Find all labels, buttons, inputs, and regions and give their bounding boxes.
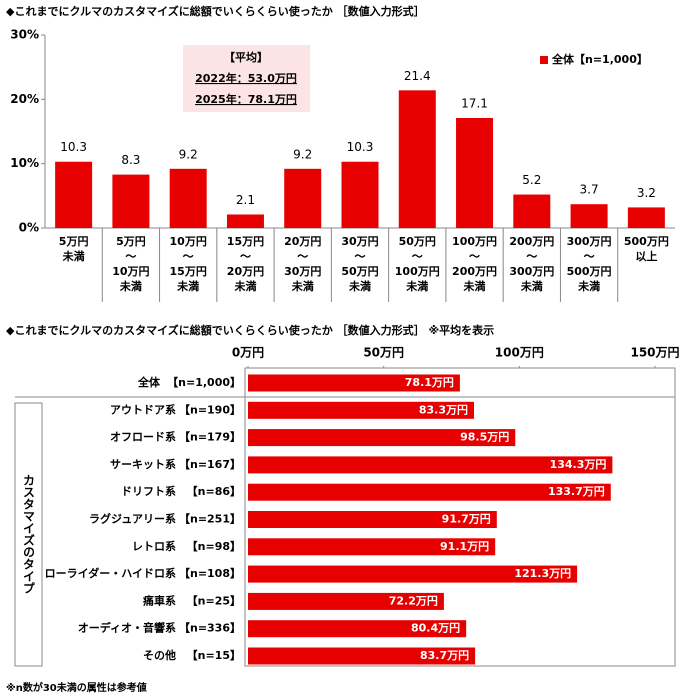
bar (169, 168, 207, 228)
value-label: 91.7万円 (442, 513, 491, 526)
x-tick-label: 5万円未満 (59, 235, 89, 263)
category-label: オフロード系 (110, 430, 176, 444)
value-label: 78.1万円 (405, 376, 454, 389)
y-tick-label: 20% (10, 92, 39, 106)
value-label: 133.7万円 (548, 485, 605, 498)
n-label: 【n=251】 (179, 513, 241, 526)
bar (248, 538, 496, 556)
value-label: 9.2 (179, 147, 198, 161)
n-label: 【n=25】 (187, 594, 241, 607)
x-tick-label: 150万円 (630, 346, 679, 360)
x-tick-label: 0万円 (232, 346, 264, 360)
value-label: 8.3 (121, 153, 140, 167)
bar (55, 161, 93, 228)
group-label: カスタマイズのタイプ (22, 474, 36, 594)
legend-swatch (540, 56, 548, 64)
x-tick-label: 20万円～ 30万円未満 (284, 235, 321, 293)
y-tick-label: 10% (10, 156, 39, 170)
n-label: 【n=190】 (179, 403, 241, 416)
n-label: 【n=179】 (179, 431, 241, 444)
value-label: 83.3万円 (419, 403, 468, 416)
bar (284, 168, 322, 228)
category-label: オーディオ・音響系 (78, 621, 176, 635)
category-label: サーキット系 (110, 457, 176, 471)
bar (248, 456, 613, 474)
x-tick-label: 500万円以上 (624, 235, 669, 263)
value-label: 3.7 (580, 183, 599, 197)
legend-label: 全体【n=1,000】 (551, 52, 648, 66)
n-label: 【n=108】 (179, 567, 241, 580)
footnote: ※n数が30未満の属性は参考値 (6, 681, 147, 694)
category-label: アウトドア系 (110, 402, 176, 416)
bar (248, 401, 475, 419)
n-label: 【n=167】 (179, 458, 241, 471)
value-label: 17.1 (461, 96, 488, 110)
bar (248, 565, 578, 583)
category-label: ラグジュアリー系 (89, 512, 176, 526)
x-tick-label: 100万円 (495, 346, 544, 360)
n-label: 【n=1,000】 (167, 376, 241, 389)
x-tick-label: 50万円 (363, 346, 404, 360)
bar (248, 647, 476, 665)
chart-title: ◆これまでにクルマのカスタマイズに総額でいくらくらい使ったか ［数値入力形式］ (6, 4, 425, 18)
group-box (14, 402, 43, 667)
annotation: 2025年：78.1万円 (195, 92, 297, 106)
value-label: 134.3万円 (550, 458, 607, 471)
n-label: 【n=336】 (179, 622, 241, 635)
n-label: 【n=15】 (187, 649, 241, 662)
x-tick-label: 15万円～ 20万円未満 (227, 235, 264, 293)
bar (248, 374, 460, 392)
value-label: 2.1 (236, 193, 255, 207)
value-label: 21.4 (404, 69, 431, 83)
bar (248, 511, 497, 528)
bar (248, 620, 467, 638)
bar (456, 117, 494, 228)
category-label: ローライダー・ハイドロ系 (45, 566, 176, 580)
n-label: 【n=86】 (187, 485, 241, 498)
chart-title: ◆これまでにクルマのカスタマイズに総額でいくらくらい使ったか ［数値入力形式］ … (6, 323, 494, 337)
category-label: ドリフト系 (121, 484, 176, 498)
annotation: 2022年：53.0万円 (195, 71, 297, 85)
bar (341, 161, 379, 228)
y-tick-label: 30% (10, 28, 39, 42)
value-label: 80.4万円 (411, 622, 460, 635)
category-label: 全体 (137, 375, 161, 389)
x-tick-label: 50万円～ 100万円未満 (395, 235, 440, 293)
bar (570, 204, 608, 228)
value-label: 10.3 (60, 140, 87, 154)
plot-frame (244, 367, 676, 667)
annotation-box (183, 45, 310, 112)
y-tick-label: 0% (19, 221, 39, 235)
x-tick-label: 10万円～ 15万円未満 (170, 235, 207, 293)
bar (248, 429, 516, 447)
bar (112, 174, 150, 228)
x-tick-label: 300万円～ 500万円未満 (567, 235, 612, 293)
value-label: 121.3万円 (514, 567, 571, 580)
category-label: 痛車系 (142, 593, 176, 607)
bar (248, 592, 444, 610)
category-label: その他 (143, 648, 176, 662)
value-label: 98.5万円 (460, 431, 509, 444)
bar (513, 194, 551, 228)
value-label: 9.2 (293, 147, 312, 161)
x-tick-label: 5万円～ 10万円未満 (112, 235, 149, 293)
annotation: 【平均】 (224, 50, 268, 64)
category-label: レトロ系 (132, 539, 176, 553)
bar (248, 483, 611, 501)
x-tick-label: 200万円～ 300万円未満 (509, 235, 554, 293)
value-label: 91.1万円 (440, 540, 489, 553)
value-label: 10.3 (347, 140, 374, 154)
bar (226, 214, 264, 228)
bar (627, 207, 665, 228)
x-tick-label: 100万円～ 200万円未満 (452, 235, 497, 293)
n-label: 【n=98】 (187, 540, 241, 553)
value-label: 3.2 (637, 186, 656, 200)
value-label: 83.7万円 (420, 649, 469, 662)
value-label: 5.2 (522, 173, 541, 187)
value-label: 72.2万円 (389, 594, 438, 607)
bar (398, 90, 436, 229)
x-tick-label: 30万円～ 50万円未満 (341, 235, 378, 293)
